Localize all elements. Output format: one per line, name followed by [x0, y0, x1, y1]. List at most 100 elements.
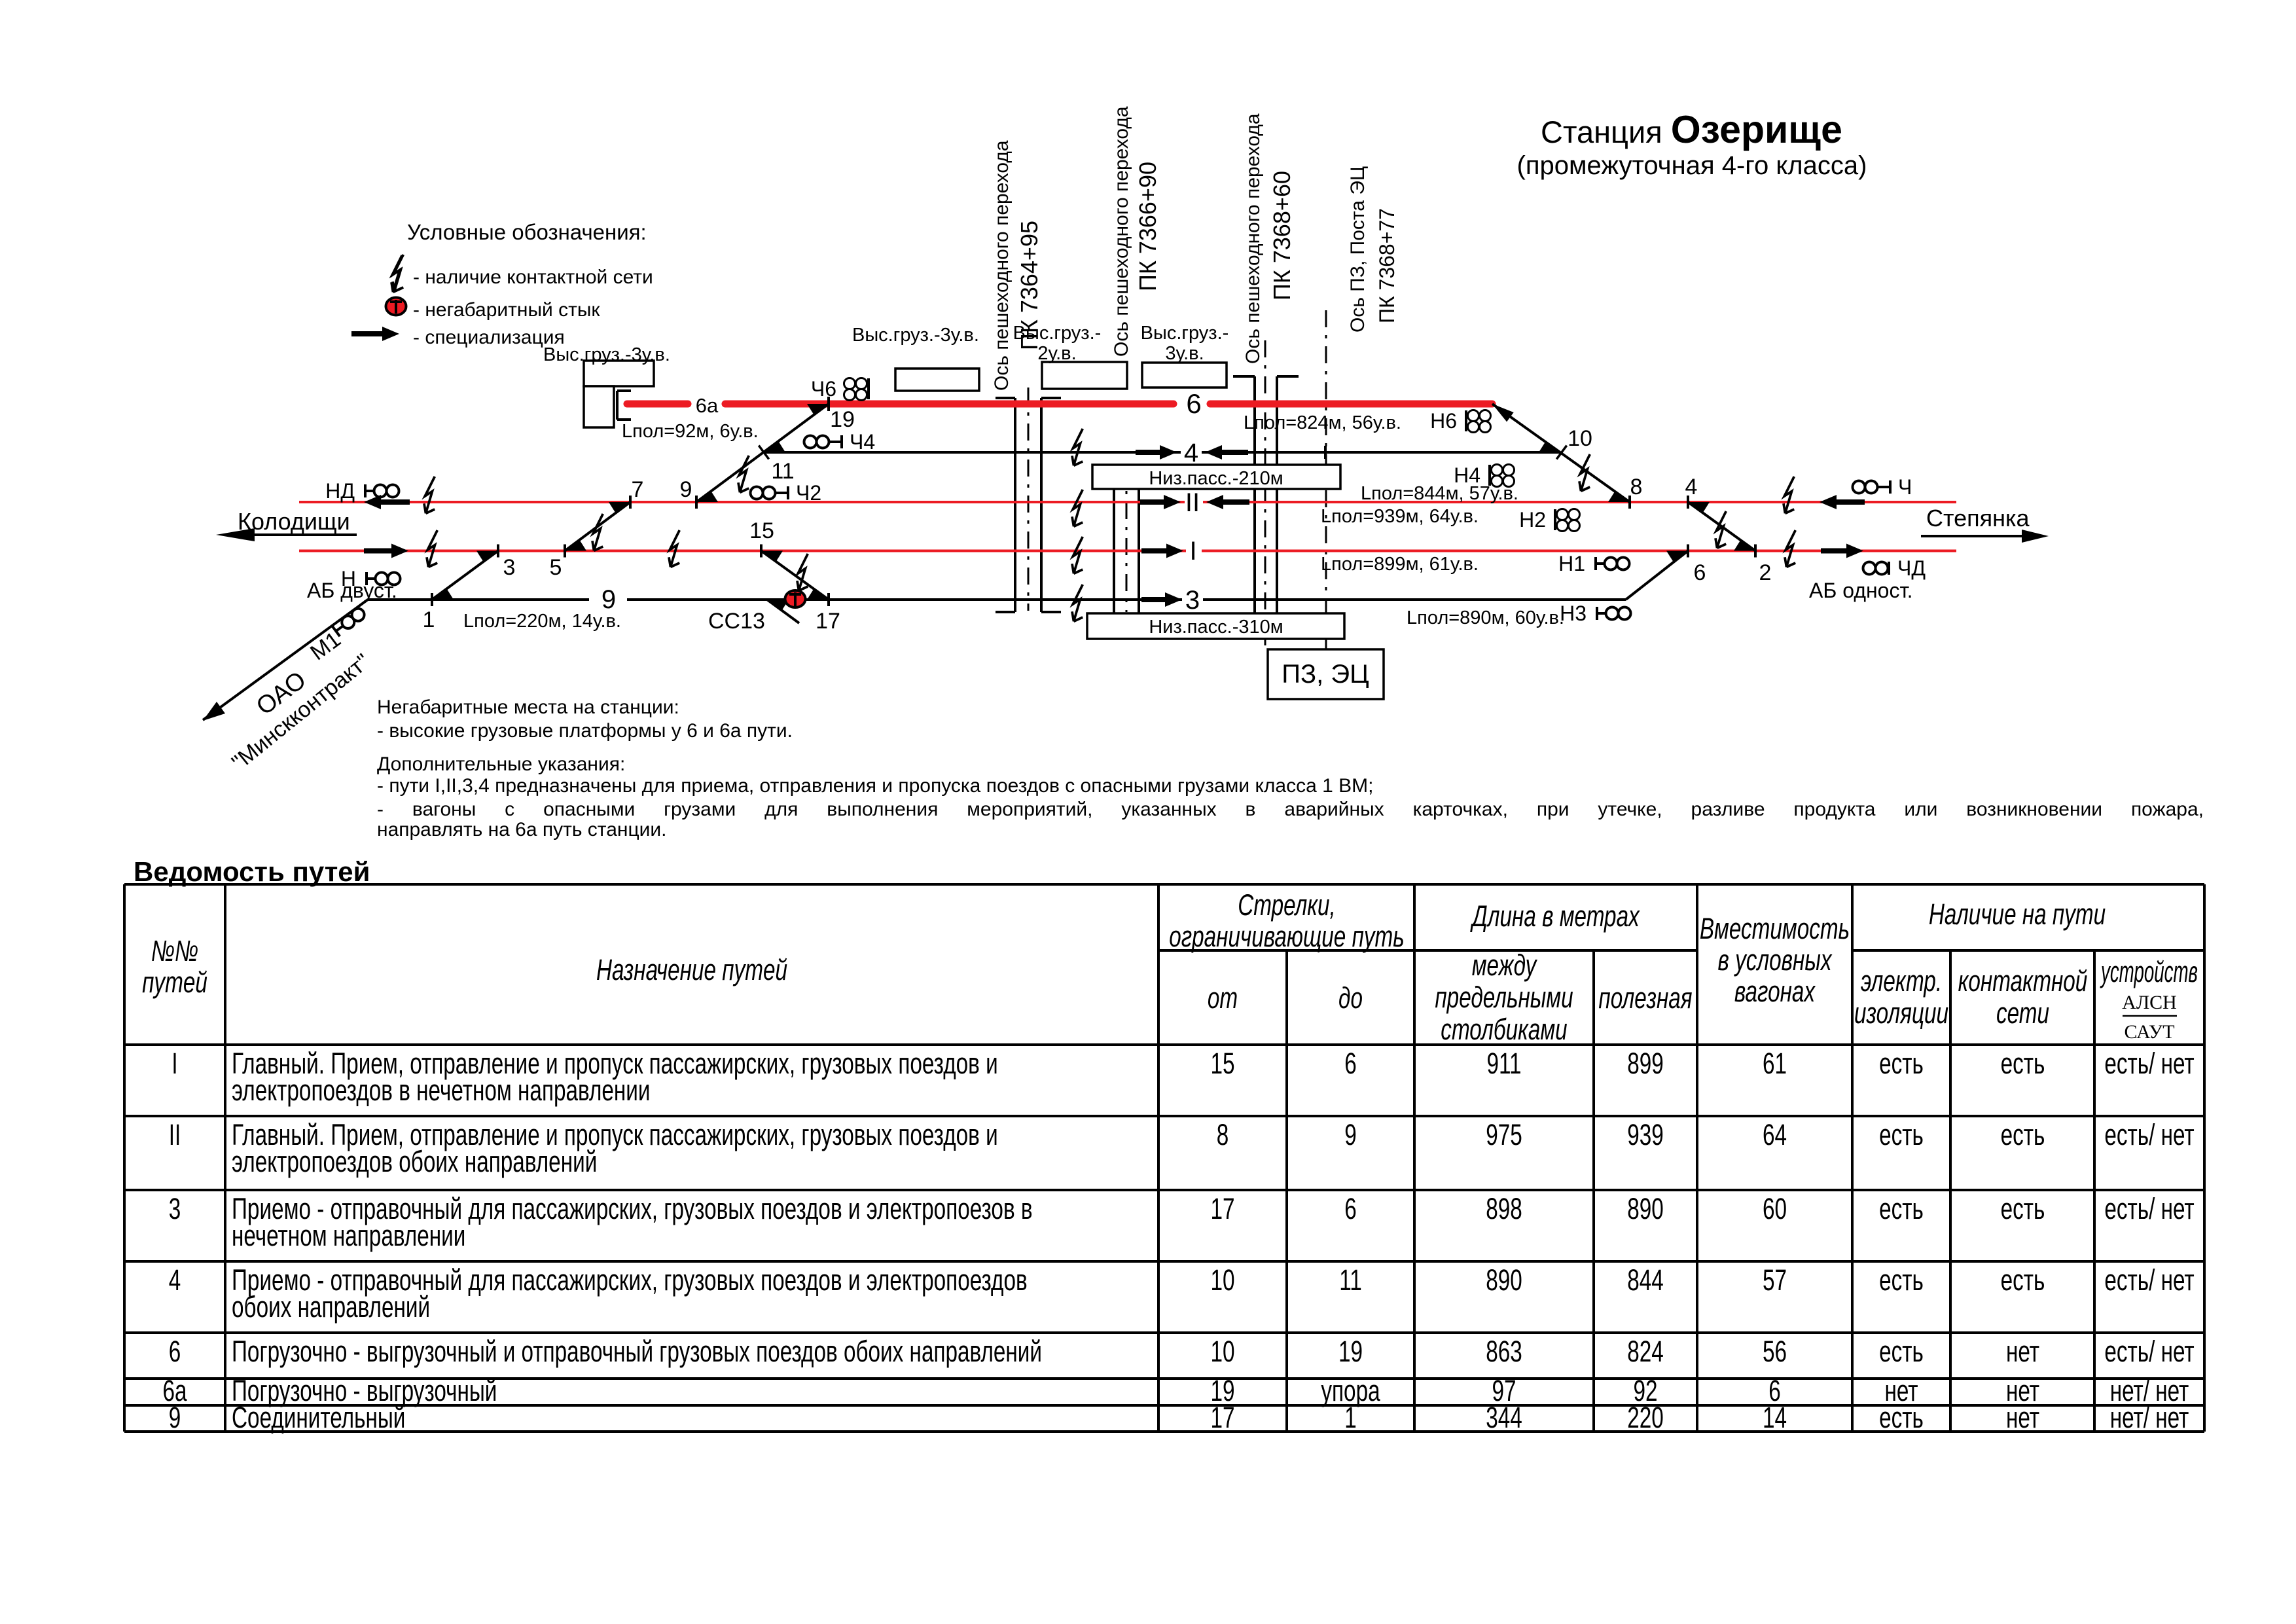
svg-text:АБ одност.: АБ одност.	[1809, 579, 1912, 602]
svg-text:- высокие грузовые платформы у: - высокие грузовые платформы у 6 и 6а пу…	[377, 720, 793, 742]
svg-text:ПК 7368+60: ПК 7368+60	[1268, 171, 1295, 300]
svg-text:Lпол=824м, 56у.в.: Lпол=824м, 56у.в.	[1244, 412, 1401, 433]
svg-text:есть: есть	[1879, 1401, 1924, 1434]
svg-text:17: 17	[1210, 1192, 1234, 1225]
svg-text:3: 3	[1185, 586, 1200, 615]
svg-text:есть: есть	[1879, 1192, 1924, 1225]
svg-text:нет: нет	[2006, 1401, 2039, 1434]
svg-text:344: 344	[1486, 1401, 1522, 1434]
svg-text:Дополнительные указания:: Дополнительные указания:	[377, 753, 625, 775]
svg-text:19: 19	[830, 407, 855, 432]
svg-text:- пути I,II,3,4 предназначены: - пути I,II,3,4 предназначены для приема…	[377, 775, 1374, 797]
svg-text:890: 890	[1486, 1263, 1522, 1297]
svg-text:4: 4	[169, 1263, 181, 1297]
svg-text:Выс.груз.-3у.в.: Выс.груз.-3у.в.	[852, 325, 979, 346]
svg-text:электропоездов в нечетном напр: электропоездов в нечетном направлении	[232, 1074, 651, 1107]
svg-text:60: 60	[1763, 1192, 1787, 1225]
svg-text:10: 10	[1210, 1335, 1234, 1368]
svg-text:АБ двуст.: АБ двуст.	[307, 579, 397, 602]
svg-text:863: 863	[1486, 1335, 1522, 1368]
svg-text:Н: Н	[341, 567, 356, 590]
svg-text:Низ.пасс.-210м: Низ.пасс.-210м	[1149, 468, 1283, 489]
svg-text:Н1: Н1	[1558, 552, 1585, 575]
svg-text:есть: есть	[1879, 1118, 1924, 1151]
svg-text:II: II	[1185, 488, 1200, 517]
svg-text:17: 17	[816, 609, 840, 634]
svg-text:I: I	[1189, 537, 1196, 566]
svg-text:4: 4	[1184, 439, 1198, 467]
svg-text:от: от	[1208, 981, 1238, 1015]
svg-text:устройств: устройств	[2100, 955, 2198, 988]
svg-text:есть: есть	[2001, 1192, 2045, 1225]
svg-text:9: 9	[601, 585, 616, 614]
svg-text:есть: есть	[2001, 1118, 2045, 1151]
svg-text:САУТ: САУТ	[2124, 1021, 2174, 1043]
svg-text:ПК 7368+77: ПК 7368+77	[1375, 208, 1399, 323]
svg-text:контактной: контактной	[1958, 964, 2088, 998]
svg-text:"Минскконтракт": "Минскконтракт"	[227, 649, 374, 776]
svg-text:9: 9	[680, 477, 692, 502]
svg-text:97: 97	[1492, 1374, 1516, 1407]
svg-text:электропоездов обоих направлен: электропоездов обоих направлений	[232, 1145, 597, 1178]
svg-text:Степянка: Степянка	[1926, 505, 2030, 532]
svg-text:6: 6	[1186, 388, 1201, 419]
svg-text:Ось ПЗ, Поста ЭЦ: Ось ПЗ, Поста ЭЦ	[1347, 166, 1369, 333]
svg-text:Выс.груз.-3у.в.: Выс.груз.-3у.в.	[543, 344, 670, 365]
svg-text:Lпол=899м, 61у.в.: Lпол=899м, 61у.в.	[1321, 554, 1479, 575]
svg-text:упора: упора	[1321, 1374, 1380, 1407]
svg-text:3: 3	[503, 555, 516, 580]
svg-text:Вместимость: Вместимость	[1700, 912, 1850, 945]
svg-text:предельными: предельными	[1435, 981, 1573, 1014]
svg-text:Lпол=939м, 64у.в.: Lпол=939м, 64у.в.	[1321, 506, 1479, 527]
svg-text:6: 6	[1768, 1374, 1781, 1407]
svg-text:9: 9	[1344, 1118, 1357, 1151]
svg-text:6: 6	[1344, 1047, 1357, 1080]
svg-text:Lпол=220м, 14у.в.: Lпол=220м, 14у.в.	[463, 611, 621, 632]
svg-text:есть/ нет: есть/ нет	[2104, 1335, 2194, 1368]
svg-text:9: 9	[169, 1401, 181, 1434]
svg-text:есть: есть	[1879, 1047, 1924, 1080]
svg-text:М1: М1	[306, 627, 346, 666]
svg-text:898: 898	[1486, 1192, 1522, 1225]
svg-text:до: до	[1338, 981, 1363, 1015]
svg-text:- негабаритный стык: - негабаритный стык	[413, 299, 600, 321]
svg-text:6: 6	[1694, 560, 1706, 585]
svg-text:Ч: Ч	[1898, 475, 1912, 499]
svg-text:есть: есть	[1879, 1263, 1924, 1297]
svg-text:824: 824	[1627, 1335, 1664, 1368]
svg-text:АЛСН: АЛСН	[2122, 992, 2177, 1013]
svg-text:между: между	[1472, 948, 1537, 982]
svg-text:НД: НД	[325, 479, 355, 503]
svg-text:939: 939	[1627, 1118, 1664, 1151]
svg-text:92: 92	[1633, 1374, 1657, 1407]
svg-text:Ось пешеходного перехода: Ось пешеходного перехода	[1111, 106, 1132, 357]
svg-text:4: 4	[1685, 475, 1698, 499]
svg-text:19: 19	[1210, 1374, 1234, 1407]
svg-text:Lпол=844м, 57у.в.: Lпол=844м, 57у.в.	[1361, 483, 1518, 504]
svg-text:10: 10	[1210, 1263, 1234, 1297]
svg-text:11: 11	[1339, 1263, 1362, 1297]
svg-text:890: 890	[1627, 1192, 1664, 1225]
svg-text:Назначение путей: Назначение путей	[596, 953, 787, 986]
svg-text:есть/ нет: есть/ нет	[2104, 1118, 2194, 1151]
svg-text:полезная: полезная	[1598, 981, 1692, 1015]
svg-text:1: 1	[1344, 1401, 1357, 1434]
svg-text:есть/ нет: есть/ нет	[2104, 1263, 2194, 1297]
svg-text:3: 3	[169, 1192, 181, 1225]
svg-text:нет: нет	[2006, 1374, 2039, 1407]
svg-text:975: 975	[1486, 1118, 1522, 1151]
svg-text:911: 911	[1486, 1047, 1521, 1080]
svg-text:56: 56	[1763, 1335, 1787, 1368]
svg-text:есть: есть	[2001, 1047, 2045, 1080]
svg-text:столбиками: столбиками	[1441, 1013, 1567, 1046]
svg-text:844: 844	[1627, 1263, 1664, 1297]
svg-text:Ось пешеходного перехода: Ось пешеходного перехода	[991, 140, 1013, 391]
svg-text:64: 64	[1763, 1118, 1787, 1151]
svg-text:3у.в.: 3у.в.	[1165, 343, 1204, 364]
svg-text:Колодищи: Колодищи	[238, 508, 350, 535]
svg-text:есть/ нет: есть/ нет	[2104, 1192, 2194, 1225]
svg-text:нет: нет	[2006, 1335, 2039, 1368]
svg-text:ограничивающие путь: ограничивающие путь	[1169, 920, 1405, 953]
svg-text:Погрузочно - выгрузочный: Погрузочно - выгрузочный	[232, 1374, 497, 1407]
svg-text:ЧД: ЧД	[1897, 556, 1926, 580]
